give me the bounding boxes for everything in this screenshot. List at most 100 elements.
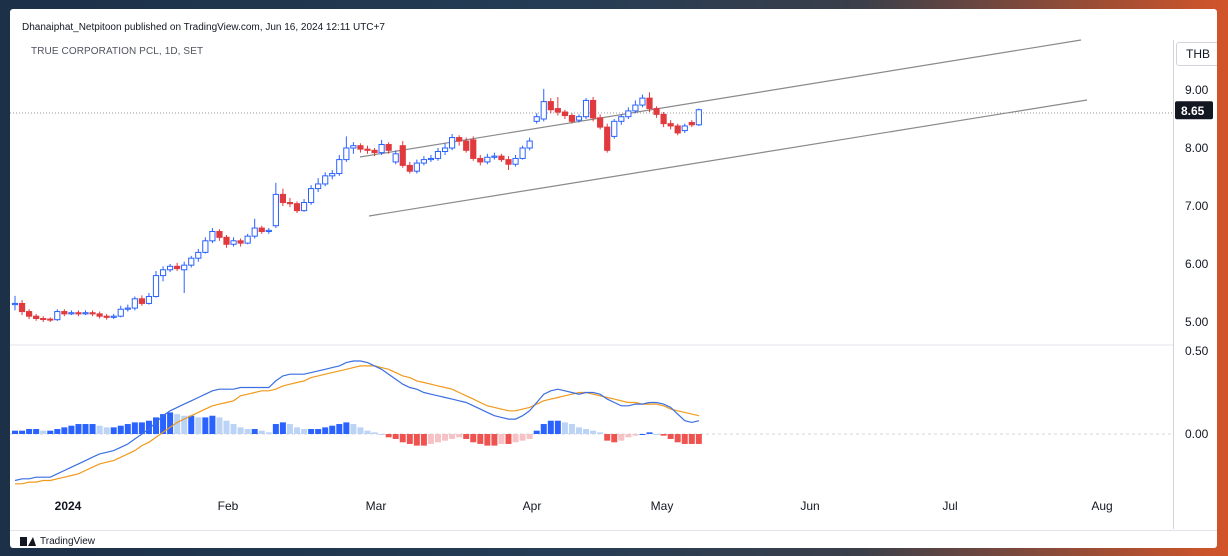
- histogram-bar: [681, 434, 688, 444]
- footer-divider: [10, 530, 1217, 531]
- histogram-bar: [632, 434, 639, 436]
- candle-body: [336, 159, 343, 175]
- candle-body: [103, 315, 110, 318]
- candle-body: [399, 145, 406, 166]
- candle-body: [159, 269, 167, 277]
- histogram-bar: [611, 434, 618, 443]
- candle-body: [378, 144, 385, 154]
- histogram-bar: [237, 427, 244, 434]
- histogram-bar: [294, 427, 300, 434]
- histogram-bar: [519, 434, 526, 441]
- histogram-bar: [695, 434, 702, 444]
- macd-tick-label: 0.00: [1185, 427, 1209, 441]
- histogram-bar: [103, 427, 110, 434]
- candle-body: [420, 159, 427, 164]
- last-price-label: 8.65: [1181, 104, 1205, 118]
- candle-body: [611, 120, 618, 137]
- histogram-bar: [420, 434, 427, 446]
- candle-body: [413, 162, 420, 172]
- candle-body: [540, 101, 547, 120]
- candle-body: [646, 97, 653, 110]
- price-tick-label: 7.00: [1185, 199, 1209, 213]
- histogram-bar: [590, 430, 597, 434]
- histogram-bar: [583, 429, 590, 434]
- candle-body: [75, 312, 82, 315]
- time-tick-label: May: [651, 499, 674, 513]
- candle-body: [167, 265, 174, 271]
- candle-body: [244, 235, 251, 244]
- time-tick-label: Jun: [800, 499, 819, 513]
- macd-tick-label: 0.50: [1185, 344, 1209, 358]
- candle-body: [279, 193, 286, 204]
- histogram-bar: [33, 429, 40, 434]
- histogram-bar: [160, 414, 167, 434]
- histogram-bar: [399, 434, 406, 443]
- candle-body: [526, 140, 533, 149]
- candle-body: [477, 157, 484, 163]
- histogram-bar: [484, 434, 491, 446]
- histogram-bar: [40, 430, 47, 434]
- candle-body: [406, 164, 413, 172]
- histogram-bar: [202, 417, 209, 434]
- histogram-bar: [329, 425, 336, 434]
- candle-body: [688, 121, 695, 126]
- histogram-bar: [272, 424, 279, 434]
- tradingview-brand[interactable]: TradingView: [20, 536, 95, 547]
- candle-body: [26, 311, 33, 317]
- candle-body: [82, 312, 89, 315]
- candle-body: [519, 147, 526, 159]
- histogram-bar: [646, 432, 653, 434]
- histogram-bar: [174, 414, 181, 434]
- histogram-bar: [406, 434, 413, 444]
- histogram-bar: [301, 429, 308, 434]
- chart-svg[interactable]: 9.00 8.00 7.00 6.00 5.00 0.50 0.00 8.65 2024 Feb…: [10, 9, 1217, 531]
- histogram-bar: [512, 434, 519, 443]
- histogram-bar: [674, 434, 681, 443]
- currency-button[interactable]: THB: [1176, 42, 1217, 66]
- time-tick-label: 2024: [55, 499, 82, 513]
- price-axis-divider: [1173, 40, 1174, 529]
- histogram-bar: [117, 425, 124, 434]
- candle-body: [152, 275, 160, 297]
- candle-body: [484, 156, 491, 163]
- candle-body: [590, 99, 597, 119]
- price-tick-label: 9.00: [1185, 83, 1209, 97]
- candle-body: [681, 125, 688, 132]
- histogram-bar: [470, 434, 477, 443]
- candle-body: [505, 159, 512, 165]
- candle-body: [68, 312, 75, 315]
- candle-body: [237, 240, 244, 244]
- histogram-bar: [230, 424, 237, 434]
- histogram-bar: [526, 434, 533, 439]
- candle-body: [371, 149, 378, 154]
- candle-body: [124, 307, 131, 310]
- histogram-bar: [413, 434, 420, 446]
- time-tick-label: Feb: [218, 499, 239, 513]
- candle-body: [449, 137, 456, 149]
- histogram-bar: [131, 422, 138, 434]
- histogram-bar: [597, 432, 604, 434]
- candle-body: [498, 155, 505, 161]
- candle-body: [272, 193, 279, 227]
- time-tick-label: Jul: [942, 499, 957, 513]
- histogram-bar: [223, 420, 230, 434]
- histogram-bar: [540, 424, 547, 434]
- histogram-bar: [505, 434, 512, 444]
- candle-body: [427, 157, 435, 161]
- histogram-bar: [216, 417, 223, 434]
- symbol-title: TRUE CORPORATION PCL, 1D, SET: [31, 46, 204, 57]
- histogram-bar: [463, 434, 470, 439]
- candle-body: [315, 183, 322, 190]
- candle-body: [181, 264, 188, 271]
- candle-body: [329, 173, 336, 177]
- candle-body: [575, 116, 583, 121]
- histogram-bar: [251, 429, 258, 434]
- histogram-bar: [357, 427, 364, 434]
- candle-body: [110, 315, 117, 318]
- histogram-bar: [188, 415, 195, 434]
- histogram-bar: [392, 434, 399, 439]
- histogram-bar: [568, 424, 575, 434]
- candle-body: [364, 148, 371, 151]
- candle-body: [308, 188, 315, 204]
- histogram-bar: [554, 420, 561, 434]
